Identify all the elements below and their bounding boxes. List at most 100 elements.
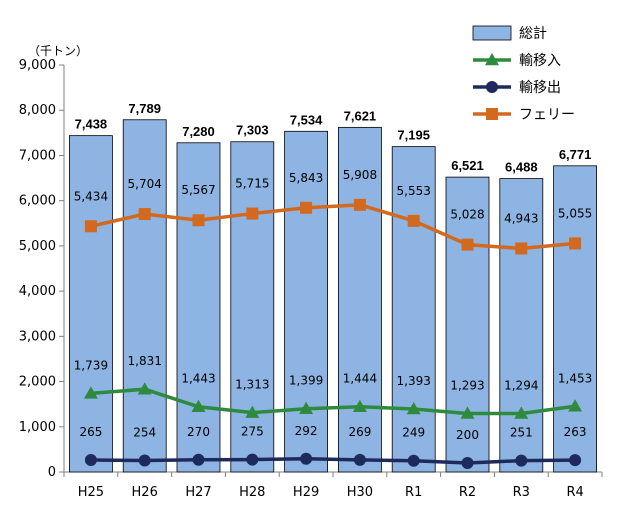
total-data-label: 6,771 bbox=[559, 147, 592, 162]
total-data-label: 7,195 bbox=[397, 128, 430, 143]
series-line-2 bbox=[90, 457, 576, 465]
total-data-label: 6,521 bbox=[451, 158, 484, 173]
series-3-marker bbox=[407, 214, 420, 227]
series-1-marker bbox=[137, 382, 152, 395]
series-1-data-label: 1,313 bbox=[235, 378, 269, 392]
series-1-data-label: 1,831 bbox=[128, 354, 162, 368]
series-1-marker bbox=[299, 401, 314, 414]
legend-label: フェリー bbox=[519, 107, 575, 123]
total-bar bbox=[553, 165, 597, 473]
total-bar bbox=[284, 130, 329, 473]
series-1-data-label: 1,443 bbox=[181, 372, 215, 386]
series-1-marker bbox=[514, 406, 529, 419]
series-1-data-label: 1,444 bbox=[343, 372, 377, 386]
series-2-marker bbox=[192, 453, 205, 466]
y-tick-label: 9,000 bbox=[19, 58, 56, 73]
series-2-marker bbox=[569, 454, 582, 467]
series-3-data-label: 5,055 bbox=[558, 206, 592, 220]
y-axis-unit-label: （千トン） bbox=[28, 44, 88, 58]
series-2-marker bbox=[353, 453, 366, 466]
series-1-data-label: 1,453 bbox=[558, 371, 592, 385]
series-1-marker bbox=[83, 386, 98, 399]
series-2-marker bbox=[515, 454, 528, 467]
total-data-label: 7,280 bbox=[182, 124, 215, 139]
x-tick-label: H27 bbox=[185, 485, 211, 500]
series-line-3 bbox=[90, 203, 576, 251]
series-2-data-label: 263 bbox=[564, 425, 587, 439]
series-3-data-label: 5,704 bbox=[128, 177, 162, 191]
series-2-marker bbox=[84, 454, 97, 467]
series-1-data-label: 1,293 bbox=[450, 379, 484, 393]
y-tick-label: 2,000 bbox=[19, 375, 56, 390]
y-tick-label: 3,000 bbox=[19, 329, 56, 344]
y-tick-label: 4,000 bbox=[19, 284, 56, 299]
series-3-data-label: 5,028 bbox=[450, 208, 484, 222]
series-3-marker bbox=[461, 238, 474, 251]
total-data-label: 7,789 bbox=[128, 101, 161, 116]
series-2-data-label: 254 bbox=[133, 426, 156, 440]
series-2-marker bbox=[138, 454, 151, 467]
y-tick-label: 8,000 bbox=[19, 103, 56, 118]
series-2-marker bbox=[407, 454, 420, 467]
total-bar bbox=[230, 141, 275, 473]
total-data-label: 6,488 bbox=[505, 160, 538, 175]
series-3-data-label: 5,715 bbox=[235, 177, 269, 191]
series-1-marker bbox=[568, 399, 583, 412]
series-1-data-label: 1,294 bbox=[504, 378, 538, 392]
series-1-data-label: 1,739 bbox=[74, 358, 108, 372]
series-1-marker bbox=[460, 406, 475, 419]
total-data-label: 7,438 bbox=[75, 117, 108, 132]
y-tick-label: 0 bbox=[48, 465, 56, 480]
series-3-data-label: 5,843 bbox=[289, 171, 323, 185]
x-tick-label: H30 bbox=[347, 485, 373, 500]
series-3-marker bbox=[138, 208, 151, 221]
series-3-data-label: 5,567 bbox=[181, 183, 215, 197]
series-2-data-label: 269 bbox=[348, 425, 371, 439]
series-2-marker bbox=[300, 452, 313, 465]
series-3-marker bbox=[84, 220, 97, 233]
series-2-marker bbox=[461, 456, 474, 469]
series-2-data-label: 265 bbox=[79, 425, 102, 439]
total-data-label: 7,534 bbox=[290, 112, 323, 127]
series-3-data-label: 5,434 bbox=[74, 189, 108, 203]
legend-swatch-marker bbox=[486, 108, 498, 120]
total-data-label: 7,303 bbox=[236, 123, 269, 138]
series-1-marker bbox=[245, 405, 260, 418]
series-3-marker bbox=[515, 242, 528, 255]
x-tick-label: H29 bbox=[293, 485, 319, 500]
y-tick-label: 5,000 bbox=[19, 239, 56, 254]
legend-label: 輸移入 bbox=[519, 53, 561, 69]
series-1-marker bbox=[406, 402, 421, 415]
x-tick-label: R4 bbox=[566, 485, 583, 500]
x-tick-label: H25 bbox=[78, 485, 104, 500]
total-bar bbox=[499, 178, 544, 473]
total-bar bbox=[337, 126, 382, 473]
series-3-data-label: 5,908 bbox=[343, 168, 377, 182]
series-2-data-label: 200 bbox=[456, 428, 479, 442]
legend-label: 総計 bbox=[519, 26, 547, 42]
series-2-data-label: 251 bbox=[510, 426, 533, 440]
series-3-data-label: 4,943 bbox=[504, 211, 538, 225]
series-2-marker bbox=[246, 453, 259, 466]
legend-swatch-bar bbox=[472, 25, 512, 41]
total-bar bbox=[391, 146, 436, 473]
x-tick-label: R2 bbox=[459, 485, 476, 500]
total-bar bbox=[122, 119, 167, 473]
y-tick-label: 1,000 bbox=[19, 420, 56, 435]
legend-swatch-marker bbox=[486, 81, 498, 93]
series-2-data-label: 249 bbox=[402, 426, 425, 440]
series-3-marker bbox=[353, 198, 366, 211]
legend-label: 輸移出 bbox=[519, 80, 561, 96]
series-line-1 bbox=[90, 387, 576, 416]
y-tick-label: 6,000 bbox=[19, 194, 56, 209]
y-tick-label: 7,000 bbox=[19, 148, 56, 163]
x-tick-label: H28 bbox=[239, 485, 265, 500]
series-1-data-label: 1,393 bbox=[397, 374, 431, 388]
series-3-marker bbox=[192, 214, 205, 227]
series-1-marker bbox=[191, 399, 206, 412]
series-2-data-label: 292 bbox=[295, 424, 318, 438]
series-2-data-label: 275 bbox=[241, 425, 264, 439]
series-2-data-label: 270 bbox=[187, 425, 210, 439]
